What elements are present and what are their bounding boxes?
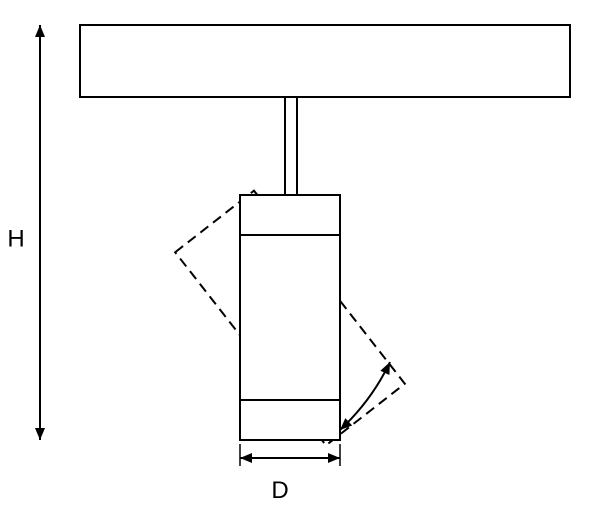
dim-d-label: D <box>271 477 288 504</box>
track-rail <box>80 25 570 97</box>
dim-h-label: H <box>7 225 24 252</box>
spotlight-body <box>240 195 340 440</box>
swing-arc <box>340 362 390 430</box>
